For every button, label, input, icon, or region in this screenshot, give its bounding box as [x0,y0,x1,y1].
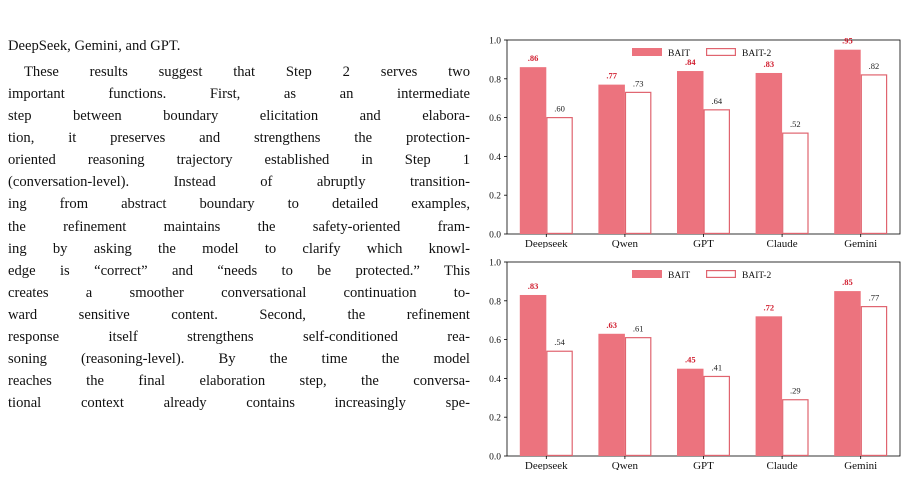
data-label-bait: .84 [685,57,696,67]
bar-bait [755,72,783,234]
text-line: tional context already contains increasi… [8,395,470,412]
bar-bait-2 [546,116,573,235]
bar-bait [834,291,861,456]
data-label-bait: .77 [606,71,617,81]
x-tick-label: Qwen [612,460,639,470]
y-tick-label: 0.4 [489,153,501,163]
bar-bait-2 [782,132,809,235]
data-label-bait-2: .60 [554,104,565,114]
y-tick-label: 1.0 [489,37,501,47]
y-tick-label: 0.6 [489,114,501,124]
text-line: These results suggest that Step 2 serves… [24,64,470,80]
text-line: (conversation-level). Instead of abruptl… [8,174,470,191]
legend-label-bait-2: BAIT-2 [742,49,771,59]
data-label-bait: .85 [842,277,853,287]
data-label-bait-2: .52 [790,119,801,129]
text-line: oriented reasoning trajectory establishe… [8,152,470,169]
data-label-bait: .83 [528,281,539,291]
text-line: ing by asking the model to clarify which… [8,240,470,257]
legend-swatch-bait-2 [706,270,737,279]
legend-swatch-bait [632,48,662,56]
data-label-bait-2: .64 [711,96,722,106]
legend-label-bait: BAIT [668,49,690,59]
data-label-bait-2: .41 [711,362,722,372]
bar-bait [755,316,783,456]
data-label-bait-2: .61 [633,324,644,334]
text-line: creates a smoother conversational contin… [8,284,470,301]
y-tick-label: 0.2 [489,414,501,424]
x-tick-label: Claude [767,238,798,248]
bar-bait-2 [860,74,888,234]
text-line: step between boundary elicitation and el… [8,108,470,125]
x-tick-label: Deepseek [525,238,568,248]
y-tick-label: 0.2 [489,192,501,202]
text-line: tion, it preserves and strengthens the p… [8,130,470,147]
x-tick-label: GPT [693,460,714,470]
bar-bait-2 [624,91,652,235]
data-label-bait: .63 [606,320,617,330]
data-label-bait-2: .54 [554,337,565,347]
data-label-bait-2: .29 [790,386,801,396]
y-tick-label: 1.0 [489,259,501,269]
bar-bait-2 [546,350,573,457]
y-tick-label: 0.0 [489,231,501,241]
legend-label-bait: BAIT [668,271,690,281]
data-label-bait-2: .73 [633,78,644,88]
bar-bait-2 [624,337,652,457]
bar-bait [677,368,704,456]
data-label-bait-2: .77 [869,293,880,303]
text-line: the refinement maintains the safety-orie… [8,218,470,235]
figure-charts: 0.0 0.2 0.4 0.6 0.8 1.0 .86 .60 Deepseek .77 .73 Qw… [476,36,909,470]
bar-chart-top: 0.0 0.2 0.4 0.6 0.8 1.0 .86 .60 Deepseek .77 .73 Qw… [489,36,901,250]
text-line: response itself strengthens self-conditi… [8,328,470,345]
paragraph: These results suggest that Step 2 serves… [8,61,470,414]
x-tick-label: GPT [693,238,714,248]
text-line: ing from abstract boundary to detailed e… [8,196,470,213]
data-label-bait: .95 [842,36,853,46]
bar-bait [519,67,547,234]
data-label-bait-2: .82 [869,61,880,71]
legend-swatch-bait-2 [706,48,737,57]
bar-bait-2 [782,399,809,457]
x-tick-label: Deepseek [525,460,568,470]
bar-bait-2 [860,306,888,456]
legend-swatch-bait [632,270,662,278]
x-tick-label: Gemini [844,238,877,248]
x-tick-label: Gemini [844,460,877,470]
bar-bait-2 [703,375,731,457]
text-line: reaches the final elaboration step, the … [8,373,470,390]
bar-bait-2 [703,109,731,234]
y-tick-label: 0.6 [489,336,501,346]
y-tick-label: 0.4 [489,375,501,385]
paragraph-lead-line: DeepSeek, Gemini, and GPT. [8,38,181,54]
bar-bait [834,49,861,235]
y-tick-label: 0.8 [489,75,501,85]
bar-bait [677,71,704,234]
text-line: edge is “correct” and “needs to be prote… [8,262,470,279]
data-label-bait: .83 [764,59,775,69]
bar-bait [519,294,547,456]
text-line: important functions. First, as an interm… [8,86,470,103]
y-tick-label: 0.8 [489,297,501,307]
data-label-bait: .72 [764,302,775,312]
data-label-bait: .45 [685,355,696,365]
text-line: ward sensitive content. Second, the refi… [8,306,470,323]
data-label-bait: .86 [528,53,539,63]
bar-bait [598,333,625,456]
bar-bait [598,84,625,234]
x-tick-label: Claude [767,460,798,470]
legend-label-bait-2: BAIT-2 [742,271,771,281]
text-line: soning (reasoning-level). By the time th… [8,351,470,368]
x-tick-label: Qwen [612,238,639,248]
y-tick-label: 0.0 [489,453,501,463]
bar-chart-bottom: 0.0 0.2 0.4 0.6 0.8 1.0 .83 .54 Deepseek .63 .61 Qw… [489,259,901,470]
